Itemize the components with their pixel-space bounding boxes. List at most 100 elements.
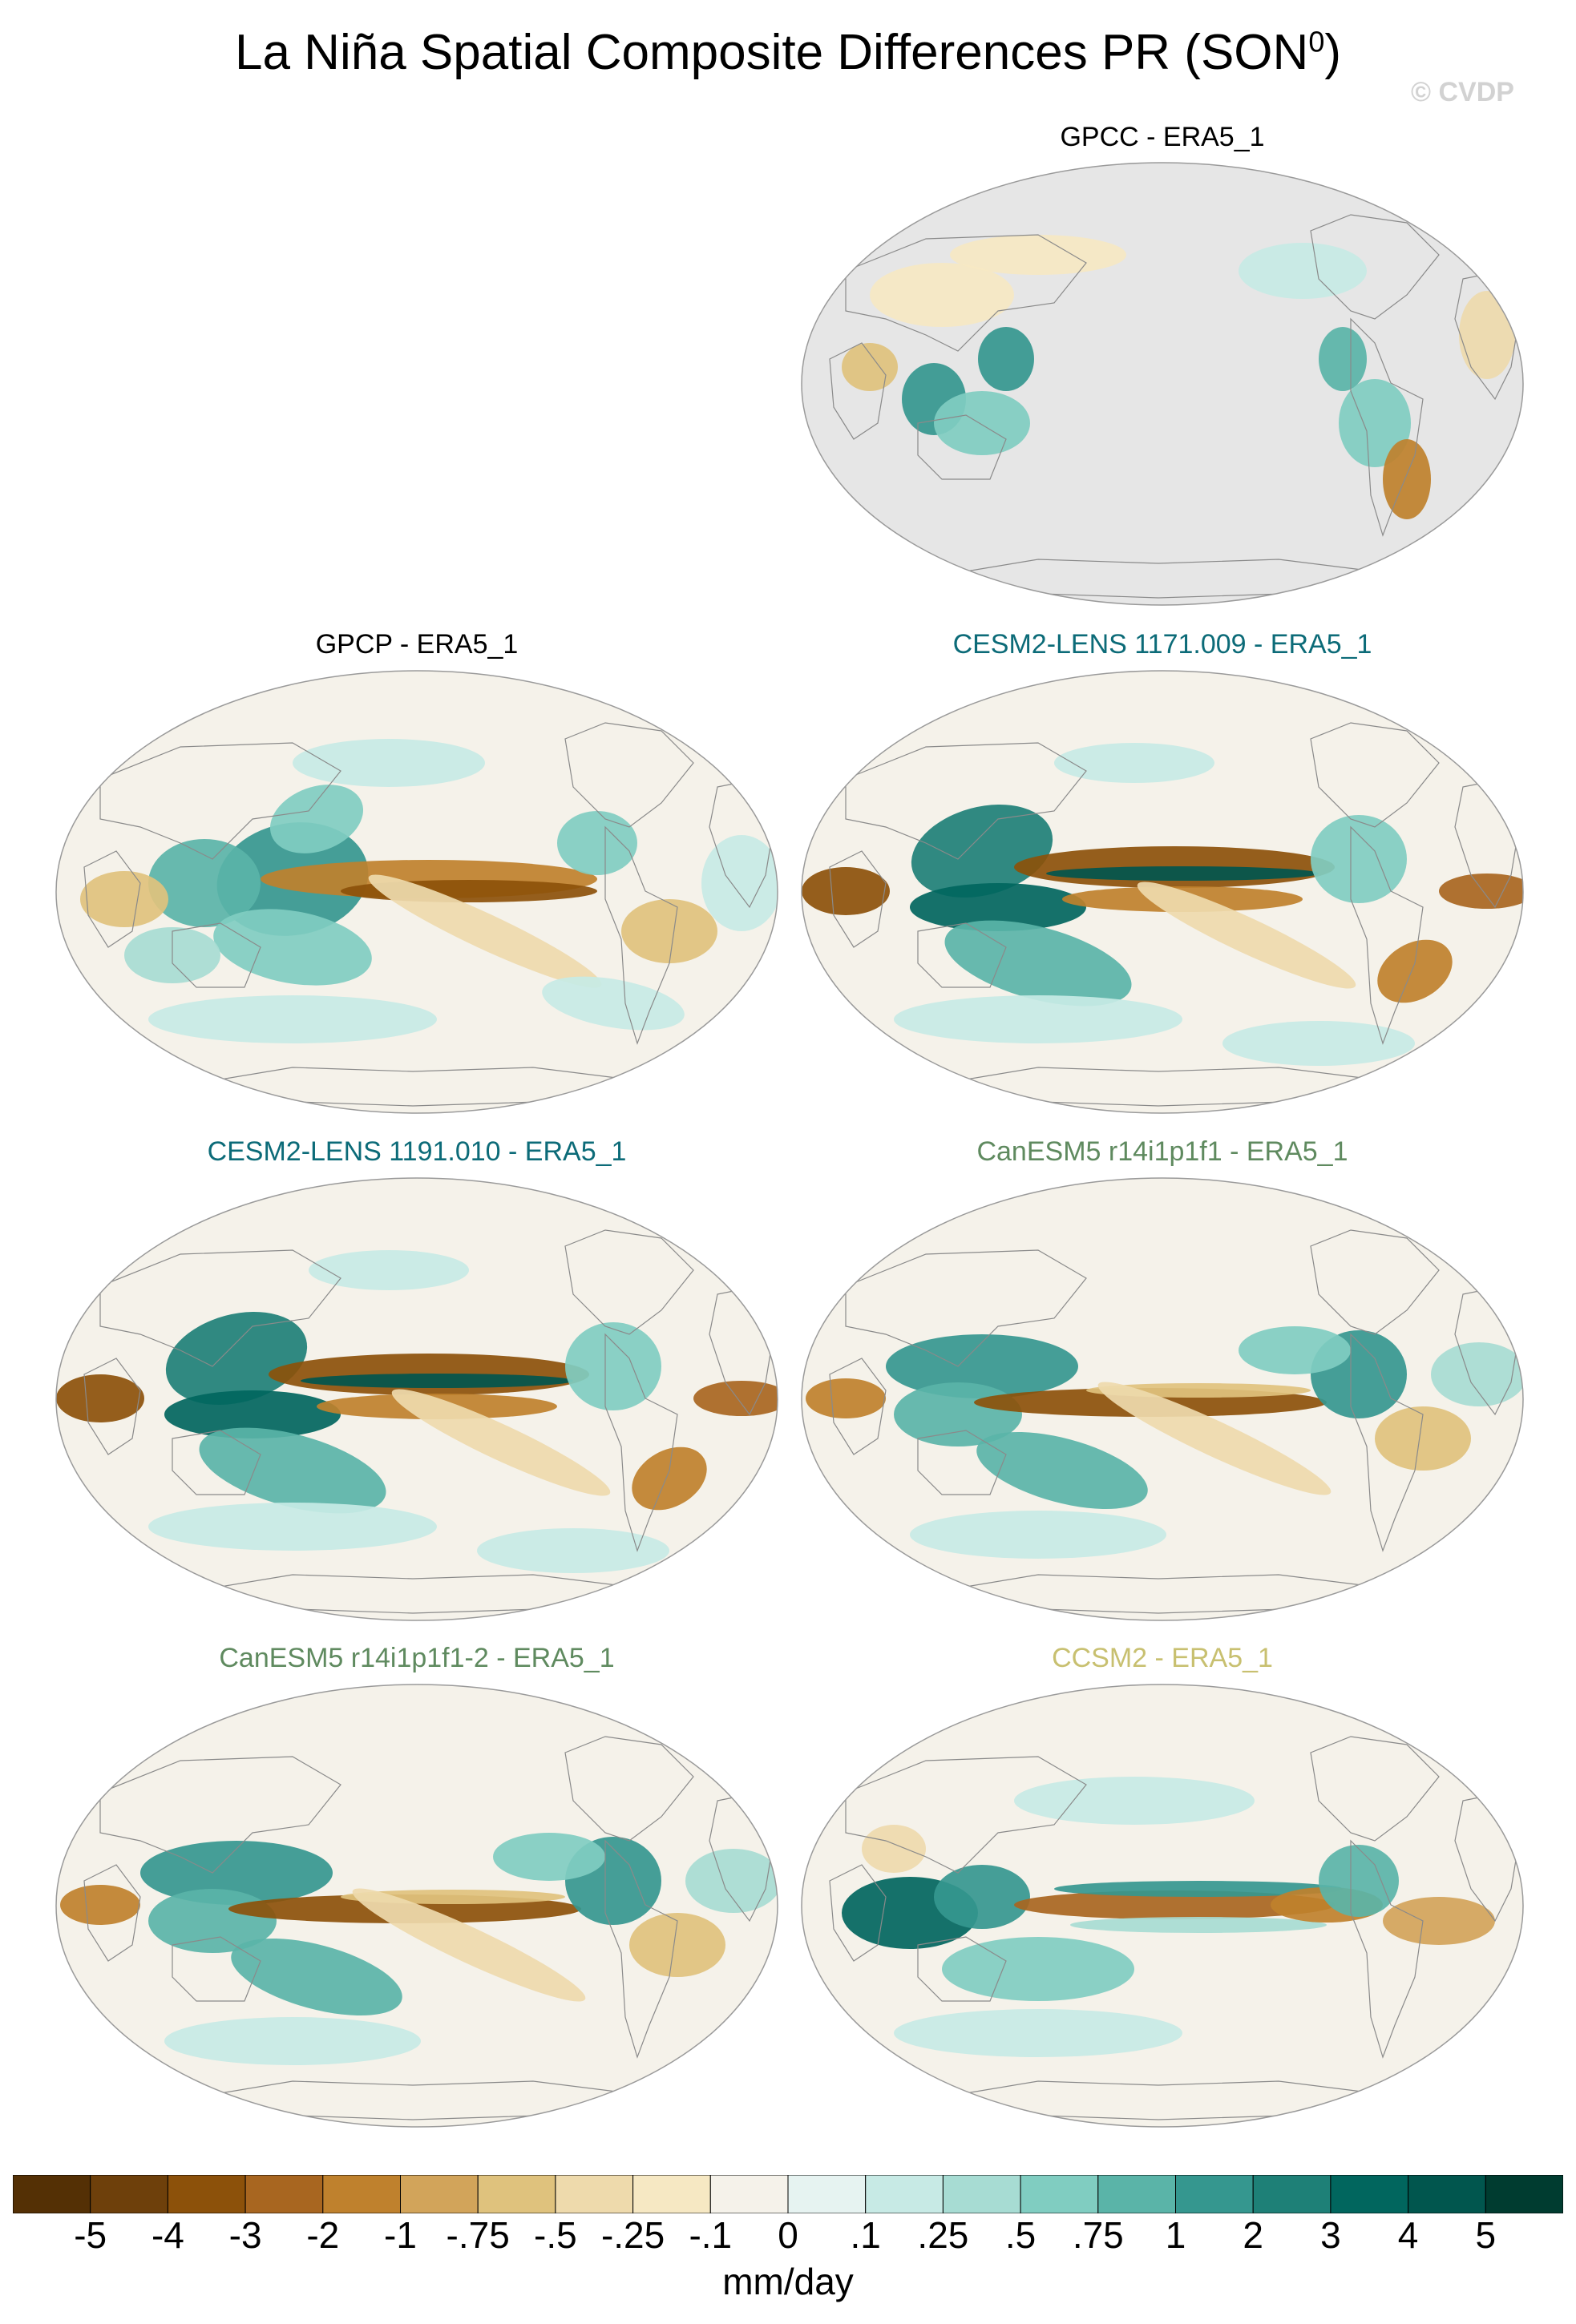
anomaly-region: [911, 804, 1053, 898]
anomaly-region: [391, 1389, 611, 1496]
colorbar-tick-label: -2: [306, 2214, 340, 2256]
anomaly-region: [293, 739, 485, 787]
colorbar-swatch: [1485, 2175, 1563, 2213]
panel-title-gpcp: GPCP - ERA5_1: [315, 629, 519, 660]
anomaly-region: [60, 1885, 140, 1925]
anomaly-region: [1311, 815, 1407, 903]
anomaly-region: [842, 343, 898, 391]
colorbar-swatch: [1020, 2175, 1099, 2213]
coastline: [1310, 214, 1440, 320]
coastline: [564, 722, 694, 828]
coastline: [1350, 1839, 1424, 2059]
anomaly-region: [910, 883, 1086, 931]
anomaly-region: [301, 1374, 573, 1388]
colorbar-tick-label: 4: [1397, 2214, 1419, 2256]
anomaly-region: [493, 1833, 605, 1881]
map-border: [801, 1177, 1524, 1621]
coastline: [83, 1864, 141, 1962]
coastline: [917, 414, 1007, 480]
coastline: [829, 1864, 887, 1962]
coastline: [829, 1358, 887, 1455]
anomaly-region: [1239, 1326, 1351, 1374]
colorbar-swatch: [1175, 2175, 1254, 2213]
anomaly-region: [1137, 882, 1356, 989]
colorbar-tick-label: 2: [1243, 2214, 1263, 2256]
coastline: [83, 850, 141, 948]
colorbar-swatch: [1408, 2175, 1486, 2213]
watermark: © CVDP: [1411, 77, 1514, 107]
map-border: [801, 1684, 1524, 2128]
anomaly-region: [894, 2009, 1182, 2057]
colorbar-tick-label: .75: [1072, 2214, 1124, 2256]
anomaly-region: [978, 327, 1034, 391]
coastline: [845, 742, 1087, 860]
coastline: [604, 1839, 678, 2059]
anomaly-region: [802, 867, 890, 915]
coastline: [172, 922, 261, 988]
map-panel-ccsm2: [801, 1684, 1524, 2128]
colorbar-swatch: [322, 2175, 401, 2213]
colorbar-swatch: [477, 2175, 556, 2213]
anomaly-region: [140, 1841, 333, 1905]
anomaly-region: [477, 1528, 669, 1573]
colorbar: [13, 2175, 1563, 2213]
anomaly-region: [148, 995, 437, 1043]
map-border: [801, 670, 1524, 1114]
coastline: [1350, 317, 1424, 537]
anomaly-region: [309, 1250, 469, 1290]
anomaly-region: [1097, 1382, 1332, 1495]
colorbar-swatch: [709, 2175, 789, 2213]
anomaly-region: [806, 1378, 886, 1418]
anomaly-region: [1046, 866, 1319, 881]
anomaly-region: [934, 391, 1030, 455]
anomaly-region: [621, 899, 717, 963]
anomaly-region: [1054, 1881, 1343, 1897]
coastline: [83, 1358, 141, 1455]
anomaly-region: [557, 811, 637, 875]
colorbar-swatch: [555, 2175, 634, 2213]
anomaly-region: [148, 839, 261, 927]
coastline: [172, 1936, 261, 2002]
anomaly-region: [886, 1334, 1078, 1398]
anomaly-region: [950, 235, 1126, 275]
colorbar-swatch: [787, 2175, 867, 2213]
figure-title: La Niña Spatial Composite Differences PR…: [234, 25, 1341, 80]
anomaly-region: [632, 1446, 707, 1511]
colorbar-swatch: [13, 2175, 91, 2213]
anomaly-region: [1339, 379, 1411, 467]
anomaly-region: [269, 785, 364, 853]
colorbar-tick-label: -4: [151, 2214, 184, 2256]
coastline: [1310, 722, 1440, 828]
colorbar-tick-label: -5: [74, 2214, 107, 2256]
colorbar-tick-label: .25: [917, 2214, 969, 2256]
coastline: [917, 1936, 1007, 2002]
anomaly-region: [976, 1432, 1148, 1509]
anomaly-region: [80, 871, 168, 927]
colorbar-swatch: [1097, 2175, 1177, 2213]
anomaly-region: [701, 835, 778, 931]
coastline: [604, 1333, 678, 1552]
map-panel-gpcc: [801, 162, 1524, 606]
anomaly-region: [685, 1849, 778, 1913]
anomaly-region: [1377, 939, 1453, 1003]
anomaly-region: [164, 2017, 421, 2065]
anomaly-region: [894, 995, 1182, 1043]
anomaly-region: [629, 1913, 725, 1977]
colorbar-tick-label: -.5: [534, 2214, 577, 2256]
colorbar-tick-label: -.1: [689, 2214, 733, 2256]
panel-title-canesm5-2: CanESM5 r14i1p1f1-2 - ERA5_1: [219, 1643, 615, 1673]
anomaly-region: [1439, 874, 1523, 909]
colorbar-tick-label: -.75: [446, 2214, 510, 2256]
anomaly-region: [1431, 1342, 1523, 1406]
colorbar-swatch: [942, 2175, 1021, 2213]
coastline: [99, 1249, 341, 1367]
coastline: [99, 742, 341, 860]
map-panel-canesm5-2: [55, 1684, 778, 2128]
map-panel-cesm2-1171: [801, 670, 1524, 1114]
coastline: [604, 825, 678, 1045]
anomaly-region: [165, 1311, 308, 1406]
colorbar-tick-label: 1: [1165, 2214, 1186, 2256]
colorbar-tick-label: -1: [384, 2214, 417, 2256]
colorbar-swatch: [1330, 2175, 1409, 2213]
coastline: [845, 1756, 1087, 1874]
